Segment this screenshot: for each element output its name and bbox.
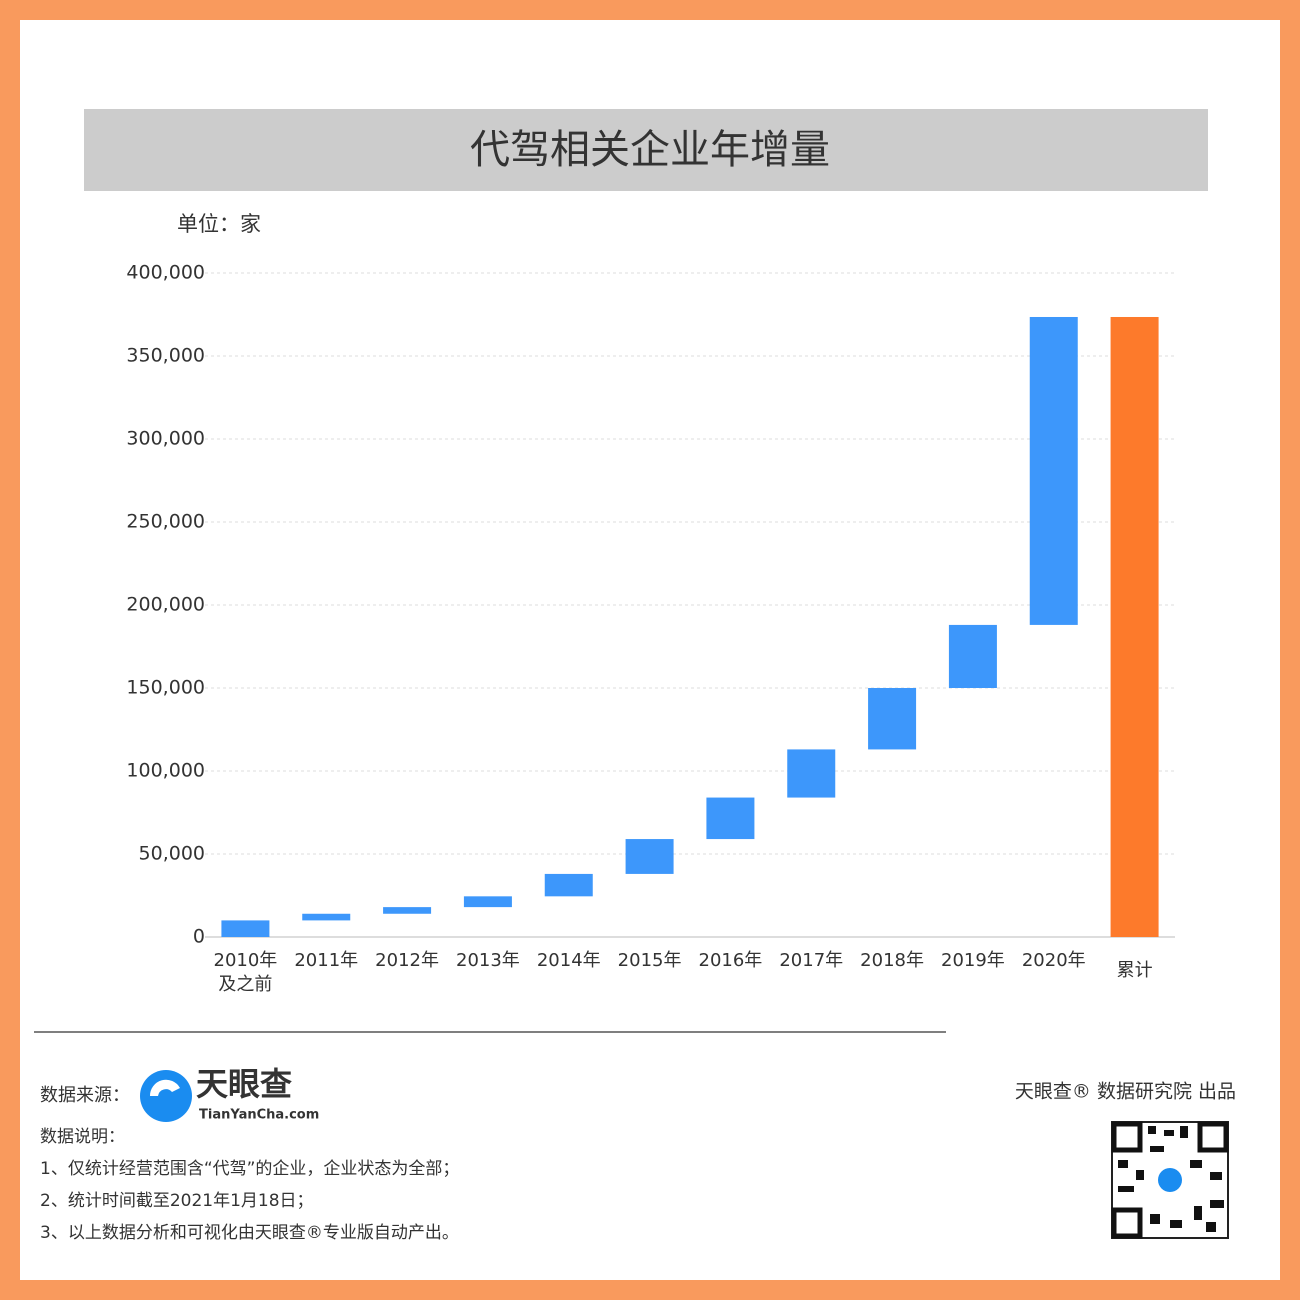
qr-code	[1111, 1121, 1229, 1239]
qr-border	[1111, 1121, 1229, 1239]
y-tick-label: 250,000	[126, 511, 205, 533]
bar	[544, 873, 593, 897]
y-tick-label: 300,000	[126, 428, 205, 450]
y-tick-label: 0	[193, 926, 205, 948]
qr-finder	[1111, 1121, 1143, 1153]
unit-label: 单位：家	[177, 212, 261, 236]
total-bar	[1110, 316, 1159, 937]
x-tick-label: 2020年	[1022, 950, 1086, 971]
chart-title: 代驾相关企业年增量	[470, 127, 830, 173]
logo: 天眼查 TianYanCha.com	[140, 1065, 319, 1123]
note: 3、以上数据分析和可视化由天眼查®专业版自动产出。	[40, 1223, 459, 1243]
x-tick-label: 2015年	[618, 950, 682, 971]
y-tick-label: 50,000	[139, 843, 205, 865]
logo-swoosh	[149, 1079, 180, 1096]
note: 2、统计时间截至2021年1月18日；	[40, 1191, 314, 1211]
x-tick-label: 2016年	[699, 950, 763, 971]
y-tick-label: 350,000	[126, 345, 205, 367]
logo-url: TianYanCha.com	[199, 1108, 319, 1123]
credit: 天眼查® 数据研究院 出品	[1015, 1081, 1236, 1103]
source-label: 数据来源：	[40, 1085, 130, 1106]
x-tick-label: 2018年	[860, 950, 924, 971]
bar	[463, 896, 512, 908]
x-tick-label: 2019年	[941, 950, 1005, 971]
bar	[868, 688, 917, 750]
bar	[383, 907, 432, 914]
qr-modules	[1118, 1126, 1224, 1232]
qr-logo	[1158, 1168, 1182, 1192]
x-tick-label: 2017年	[779, 950, 843, 971]
qr-finder	[1197, 1121, 1229, 1153]
y-tick-label: 150,000	[126, 677, 205, 699]
x-tick-label: 2014年	[537, 950, 601, 971]
bar	[221, 920, 270, 937]
x-tick-label: 2012年	[375, 950, 439, 971]
x-tick-label: 2010年及之前	[214, 950, 278, 995]
x-tick-label: 2011年	[294, 950, 358, 971]
title-bar	[84, 109, 1208, 191]
x-tick-label: 2013年	[456, 950, 520, 971]
x-tick-label: 累计	[1117, 960, 1153, 981]
panel	[20, 20, 1280, 1280]
note: 1、仅统计经营范围含“代驾”的企业，企业状态为全部；	[40, 1159, 459, 1179]
notes-title: 数据说明：	[40, 1127, 125, 1147]
bar	[787, 749, 836, 798]
bar	[706, 797, 755, 840]
logo-name: 天眼查	[196, 1065, 292, 1103]
y-tick-label: 200,000	[126, 594, 205, 616]
bar	[302, 913, 351, 921]
y-tick-label: 400,000	[126, 262, 205, 284]
qr-finder	[1111, 1207, 1143, 1239]
y-tick-label: 100,000	[126, 760, 205, 782]
logo-icon	[140, 1070, 192, 1122]
bar	[1029, 316, 1078, 625]
bar	[625, 839, 674, 874]
bar	[948, 624, 997, 688]
